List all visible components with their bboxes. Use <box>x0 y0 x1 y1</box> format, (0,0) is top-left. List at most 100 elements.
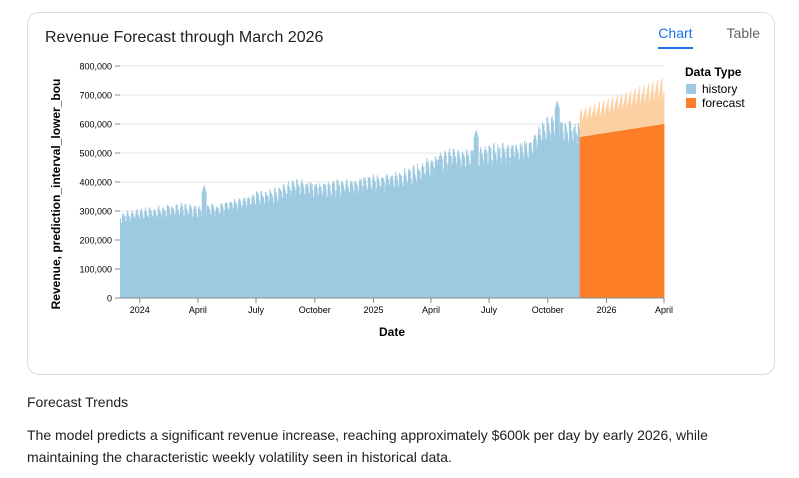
history-bar <box>449 152 451 298</box>
history-bar <box>251 197 253 298</box>
history-bar <box>234 198 236 298</box>
history-bar <box>349 191 351 298</box>
history-bar <box>300 182 302 298</box>
forecast-interval-bar <box>606 104 608 133</box>
history-bar <box>262 196 264 298</box>
forecast-interval-bar <box>617 111 619 132</box>
history-bar <box>333 183 335 298</box>
history-bar <box>457 150 459 298</box>
history-bar <box>476 134 478 298</box>
history-bar <box>185 207 187 298</box>
history-bar <box>347 188 349 298</box>
tab-chart[interactable]: Chart <box>658 23 693 49</box>
history-bar <box>471 151 473 298</box>
history-bar <box>454 157 456 298</box>
forecast-interval-bar <box>596 109 598 135</box>
forecast-interval-bar <box>620 96 622 131</box>
forecast-interval-bar <box>607 101 609 133</box>
history-bar <box>292 179 294 298</box>
history-bar <box>243 198 245 298</box>
history-bar <box>534 137 536 298</box>
history-bar <box>508 147 510 298</box>
forecast-bar <box>593 134 595 298</box>
history-bar <box>175 204 177 298</box>
forecast-bar <box>602 133 604 298</box>
forecast-interval-bar <box>653 101 655 126</box>
history-bar <box>501 144 503 298</box>
history-bar <box>163 209 165 298</box>
forecast-interval-bar <box>591 113 593 136</box>
forecast-interval-bar <box>582 116 584 137</box>
forecast-bar <box>660 124 662 298</box>
history-bar <box>240 201 242 298</box>
forecast-bar <box>621 130 623 298</box>
history-bar <box>482 163 484 298</box>
history-bar <box>139 216 141 298</box>
history-bar <box>231 204 233 298</box>
history-bar <box>417 168 419 298</box>
history-bar <box>242 200 244 298</box>
history-bar <box>162 207 164 298</box>
tab-table[interactable]: Table <box>726 25 760 41</box>
history-bar <box>525 147 527 298</box>
history-bar <box>366 189 368 298</box>
history-bar <box>423 173 425 298</box>
forecast-bar <box>653 125 655 298</box>
forecast-interval-bar <box>659 89 661 125</box>
forecast-bar <box>634 128 636 298</box>
history-bar <box>148 207 150 298</box>
forecast-interval-bar <box>594 103 596 135</box>
forecast-bar <box>616 131 618 298</box>
forecast-bar <box>589 135 591 298</box>
history-bar <box>227 210 229 298</box>
history-bar <box>524 140 526 298</box>
history-bar <box>245 209 247 298</box>
forecast-bar <box>612 131 614 298</box>
history-bar <box>228 209 230 298</box>
forecast-interval-bar <box>590 118 592 136</box>
history-bar <box>350 180 352 298</box>
history-bar <box>414 177 417 298</box>
forecast-interval-bar <box>613 109 615 132</box>
history-bar <box>497 144 499 298</box>
history-bar <box>234 202 236 298</box>
forecast-bar <box>648 126 650 298</box>
history-bar <box>190 206 192 298</box>
history-bar <box>236 203 238 298</box>
forecast-interval-bar <box>645 97 647 127</box>
forecast-interval-bar <box>626 108 628 130</box>
history-bar <box>394 175 396 298</box>
history-bar <box>570 122 572 298</box>
history-bar <box>120 218 122 298</box>
forecast-interval-bar <box>619 99 621 131</box>
history-bar <box>491 167 493 298</box>
history-bar <box>287 184 289 298</box>
history-bar <box>355 182 357 298</box>
history-bar <box>311 184 313 298</box>
history-bar <box>165 218 167 298</box>
history-bar <box>517 150 519 298</box>
history-bar <box>528 159 530 298</box>
history-bar <box>381 177 383 298</box>
history-bar <box>340 193 342 298</box>
history-bar <box>558 105 560 298</box>
forecast-bar <box>651 125 653 299</box>
history-bar <box>342 182 344 298</box>
forecast-interval-bar <box>649 99 651 127</box>
history-bar <box>299 194 301 298</box>
history-bar <box>300 194 302 298</box>
history-bar <box>462 154 464 298</box>
forecast-bar <box>656 125 658 299</box>
forecast-interval-bar <box>605 109 607 134</box>
history-bar <box>254 203 256 298</box>
forecast-bar <box>602 133 604 298</box>
y-tick-label: 400,000 <box>79 178 112 188</box>
forecast-interval-bar <box>650 92 652 126</box>
y-axis-title: Revenue, prediction_interval_lower_bou <box>49 79 63 310</box>
history-bar <box>216 206 218 298</box>
forecast-interval-bar <box>658 92 660 125</box>
history-bar <box>455 163 457 298</box>
history-bar <box>124 215 126 298</box>
history-bar <box>494 151 496 298</box>
forecast-bar <box>609 132 611 298</box>
